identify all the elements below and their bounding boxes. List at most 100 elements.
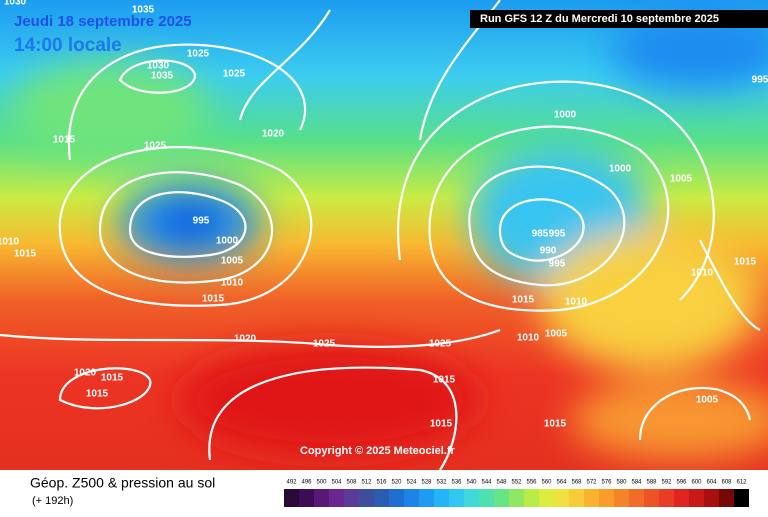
isobar-label: 1015 [512, 295, 535, 306]
legend-swatch [419, 489, 434, 507]
isobar-label: 995 [549, 259, 566, 270]
isobar-label: 1015 [734, 257, 757, 268]
legend-label: 540 [466, 480, 477, 486]
legend-swatch [344, 489, 359, 507]
legend-label: 604 [706, 480, 717, 486]
isobar-label: 1015 [53, 135, 76, 146]
legend-label: 588 [646, 480, 657, 486]
legend-label: 612 [736, 480, 747, 486]
legend-label: 556 [526, 480, 537, 486]
isobar-label: 990 [540, 246, 557, 257]
isobar-label: 1025 [187, 49, 210, 60]
legend-swatch [509, 489, 524, 507]
isobar-label: 1025 [429, 339, 452, 350]
legend-swatch [284, 489, 299, 507]
footer-lead: (+ 192h) [32, 495, 73, 507]
legend-swatch [584, 489, 599, 507]
legend-label: 568 [571, 480, 582, 486]
legend-swatch [404, 489, 419, 507]
legend-swatch [734, 489, 749, 507]
legend-swatch [299, 489, 314, 507]
legend-label: 504 [331, 480, 342, 486]
legend-swatch [689, 489, 704, 507]
legend-label: 548 [496, 480, 507, 486]
legend: 492 496 500 504 508 512 516 520 524 528 532 536 540 5… [284, 480, 749, 507]
isobar-label: 1020 [234, 334, 257, 345]
legend-swatch [524, 489, 539, 507]
legend-swatch [464, 489, 479, 507]
legend-swatch [719, 489, 734, 507]
legend-label: 492 [286, 480, 297, 486]
isobar-label: 1020 [262, 129, 285, 140]
isobar-label: 1030 [4, 0, 27, 8]
legend-label: 536 [451, 480, 462, 486]
isobar-label: 1000 [554, 110, 577, 121]
isobar-label: 1000 [216, 236, 239, 247]
isobar-label: 995 [549, 229, 566, 240]
isobar-label: 1010 [517, 333, 540, 344]
legend-swatch [704, 489, 719, 507]
legend-label: 596 [676, 480, 687, 486]
isobar-label: 1010 [0, 237, 20, 248]
run-banner [470, 10, 768, 28]
legend-label: 592 [661, 480, 672, 486]
isobars [0, 0, 760, 470]
legend-label: 496 [301, 480, 312, 486]
isobar-label: 1015 [544, 419, 567, 430]
legend-swatch [674, 489, 689, 507]
legend-swatch [494, 489, 509, 507]
isobar-label: 1010 [691, 268, 714, 279]
isobar-label: 1015 [86, 389, 109, 400]
isobar-label: 1010 [221, 278, 244, 289]
legend-swatch [644, 489, 659, 507]
legend-label: 544 [481, 480, 492, 486]
legend-swatch [614, 489, 629, 507]
legend-swatch [599, 489, 614, 507]
isobar-label: 995 [752, 75, 768, 86]
legend-label: 572 [586, 480, 597, 486]
isobar-label: 1015 [202, 294, 225, 305]
legend-label: 584 [631, 480, 642, 486]
footer-title: Géop. Z500 & pression au sol [30, 475, 215, 491]
run-info: Run GFS 12 Z du Mercredi 10 septembre 20… [480, 13, 719, 25]
legend-swatch [329, 489, 344, 507]
copyright: Copyright © 2025 Meteociel.fr [300, 445, 456, 457]
legend-label: 552 [511, 480, 522, 486]
legend-label: 520 [391, 480, 402, 486]
legend-swatch [539, 489, 554, 507]
legend-label: 500 [316, 480, 327, 486]
legend-swatch [479, 489, 494, 507]
legend-label: 576 [601, 480, 612, 486]
legend-swatch [449, 489, 464, 507]
isobar-label: 1020 [74, 368, 97, 379]
legend-label: 532 [436, 480, 447, 486]
legend-label: 600 [691, 480, 702, 486]
isobar-label: 1015 [14, 249, 37, 260]
isobar-label: 1015 [430, 419, 453, 430]
isobar-label: 1025 [223, 69, 246, 80]
legend-swatch [314, 489, 329, 507]
legend-label: 516 [376, 480, 387, 486]
forecast-date: Jeudi 18 septembre 2025 [14, 13, 192, 30]
forecast-time: 14:00 locale [14, 35, 122, 56]
legend-label: 508 [346, 480, 357, 486]
isobar-label: 1035 [132, 5, 155, 16]
legend-swatch [659, 489, 674, 507]
legend-label: 608 [721, 480, 732, 486]
legend-label: 524 [406, 480, 417, 486]
legend-swatch [629, 489, 644, 507]
isobar-label: 1025 [144, 141, 167, 152]
legend-label: 580 [616, 480, 627, 486]
isobar-label: 1015 [101, 373, 124, 384]
legend-swatch [374, 489, 389, 507]
legend-swatch [569, 489, 584, 507]
legend-label: 528 [421, 480, 432, 486]
isobar-label: 995 [193, 216, 210, 227]
isobar-label: 1005 [696, 395, 719, 406]
legend-swatch [554, 489, 569, 507]
legend-swatch [359, 489, 374, 507]
isobar-label: 1005 [545, 329, 568, 340]
isobar-label: 1005 [221, 256, 244, 267]
legend-swatch [434, 489, 449, 507]
